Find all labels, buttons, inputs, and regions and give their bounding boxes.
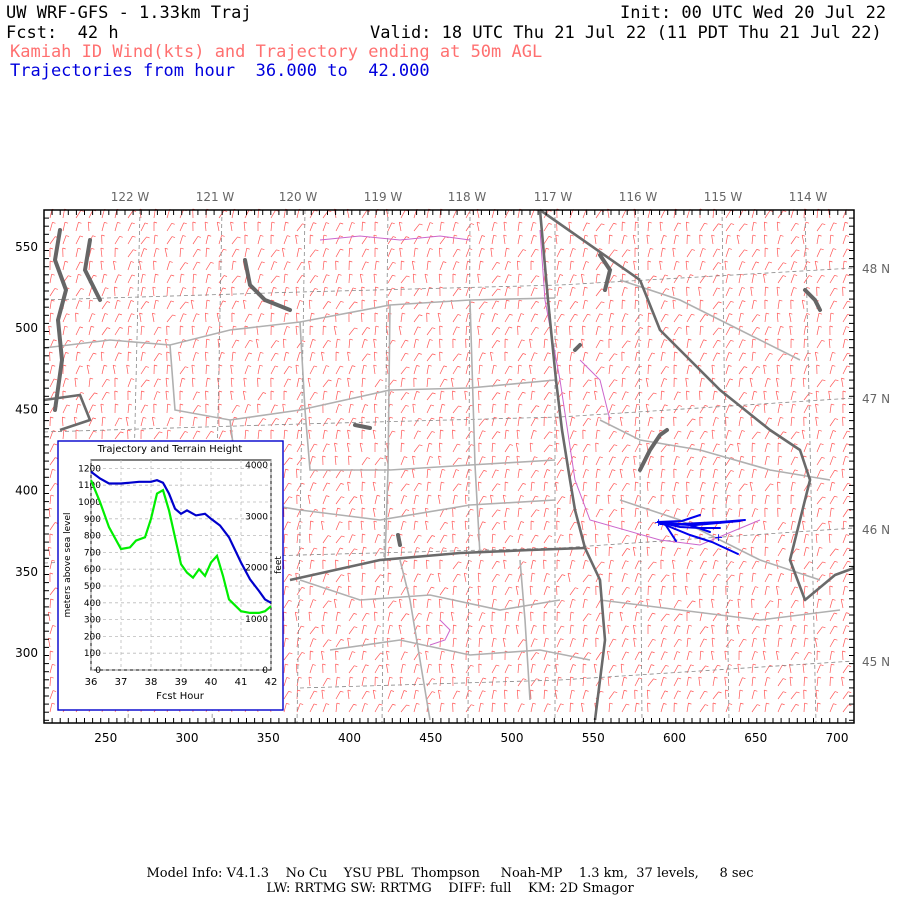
inset-right-tick: 3000 (245, 512, 268, 522)
lon-label: 119 W (364, 190, 403, 204)
x-tick-label: 400 (338, 731, 361, 745)
footer-model-info: Model Info: V4.1.3 No Cu YSU PBL Thompso… (146, 866, 754, 881)
inset-x-tick: 36 (85, 677, 98, 688)
lon-label: 122 W (111, 190, 150, 204)
trajectory-paths (657, 514, 746, 555)
inset-left-tick: 700 (84, 548, 101, 558)
county-borders (43, 279, 841, 721)
y-tick-label: 450 (15, 402, 38, 416)
inset-left-tick: 800 (84, 532, 101, 542)
trajectory-start-marker: + (654, 516, 663, 529)
y-axis-ticks: 550 500 450 400 350 300 (15, 240, 38, 660)
inset-x-tick: 40 (205, 677, 218, 688)
longitude-labels: 122 W 121 W 120 W 119 W 118 W 117 W 116 W 115 W… (111, 190, 828, 204)
footer-physics-info: LW: RRTMG SW: RRTMG DIFF: full KM: 2D Sm… (266, 881, 634, 896)
lon-label: 114 W (789, 190, 828, 204)
trajectory-hours: Trajectories from hour 36.000 to 42.000 (10, 61, 430, 81)
y-tick-label: 550 (15, 240, 38, 254)
inset-series-line-0 (90, 470, 272, 604)
inset-left-tick: 600 (84, 565, 101, 575)
lon-label: 120 W (279, 190, 318, 204)
inset-left-ticks: 0 100 200 300 400 500 600 700 800 900 1000 1100 1200 (78, 464, 101, 676)
subtitle: Kamiah ID Wind(kts) and Trajectory endin… (10, 42, 543, 62)
inset-xlabel: Fcst Hour (156, 691, 205, 702)
inset-series-line-1 (89, 479, 272, 615)
y-tick-label: 350 (15, 565, 38, 579)
x-tick-label: 450 (419, 731, 442, 745)
inset-title: Trajectory and Terrain Height (97, 444, 243, 455)
inset-ylabel-left: meters above sea level (63, 512, 73, 617)
inset-left-tick: 1000 (78, 498, 101, 508)
forecast-hour: Fcst: 42 h (6, 23, 119, 43)
lat-label: 45 N (862, 655, 890, 669)
inset-series (89, 470, 272, 615)
inset-x-tick: 39 (175, 677, 188, 688)
inset-ylabel-right: feet (274, 556, 284, 574)
inset-x-ticks: 36 37 38 39 40 41 42 (85, 677, 278, 688)
inset-x-tick: 38 (145, 677, 158, 688)
y-tick-label: 500 (15, 321, 38, 335)
inset-x-tick: 42 (265, 677, 278, 688)
x-tick-label: 600 (663, 731, 686, 745)
y-tick-label: 300 (15, 646, 38, 660)
inset-left-tick: 500 (84, 582, 101, 592)
x-tick-label: 500 (501, 731, 524, 745)
x-tick-label: 350 (257, 731, 280, 745)
inset-chart: Trajectory and Terrain Height 36 37 38 39 40… (57, 440, 284, 711)
model-title: UW WRF-GFS - 1.33km Traj (6, 3, 252, 23)
x-tick-label: 650 (744, 731, 767, 745)
state-borders (43, 208, 855, 721)
valid-time: Valid: 18 UTC Thu 21 Jul 22 (11 PDT Thu … (370, 23, 882, 43)
x-tick-label: 300 (176, 731, 199, 745)
inset-left-tick: 300 (84, 616, 101, 626)
inset-right-tick: 0 (262, 666, 268, 676)
inset-x-tick: 41 (235, 677, 248, 688)
inset-left-tick: 1200 (78, 464, 101, 474)
inset-left-tick: 200 (84, 632, 101, 642)
lakes-and-coast (52, 228, 822, 547)
inset-right-ticks: 0 1000 2000 3000 4000 (245, 461, 268, 676)
inset-right-tick: 2000 (245, 564, 268, 574)
inset-left-tick: 400 (84, 599, 101, 609)
trajectory-end-marker: + (714, 531, 723, 544)
inset-left-tick: 900 (84, 515, 101, 525)
inset-right-tick: 1000 (245, 615, 268, 625)
rivers (319, 229, 761, 646)
inset-left-tick: 1100 (78, 481, 101, 491)
inset-left-tick: 0 (95, 666, 101, 676)
inset-right-tick: 4000 (245, 461, 268, 471)
y-tick-label: 400 (15, 484, 38, 498)
lon-label: 117 W (534, 190, 573, 204)
x-tick-label: 700 (826, 731, 849, 745)
x-tick-label: 250 (94, 731, 117, 745)
x-tick-label: 550 (582, 731, 605, 745)
lat-label: 47 N (862, 392, 890, 406)
x-axis-ticks: 250 300 350 400 450 500 550 600 650 700 (94, 731, 848, 745)
lat-label: 48 N (862, 262, 890, 276)
lon-label: 121 W (196, 190, 235, 204)
inset-x-tick: 37 (115, 677, 128, 688)
lon-label: 115 W (704, 190, 743, 204)
lon-label: 118 W (448, 190, 487, 204)
latitude-labels: 48 N 47 N 46 N 45 N (862, 262, 890, 669)
lat-label: 46 N (862, 523, 890, 537)
inset-left-tick: 100 (84, 649, 101, 659)
lon-label: 116 W (619, 190, 658, 204)
init-time: Init: 00 UTC Wed 20 Jul 22 (620, 3, 887, 23)
